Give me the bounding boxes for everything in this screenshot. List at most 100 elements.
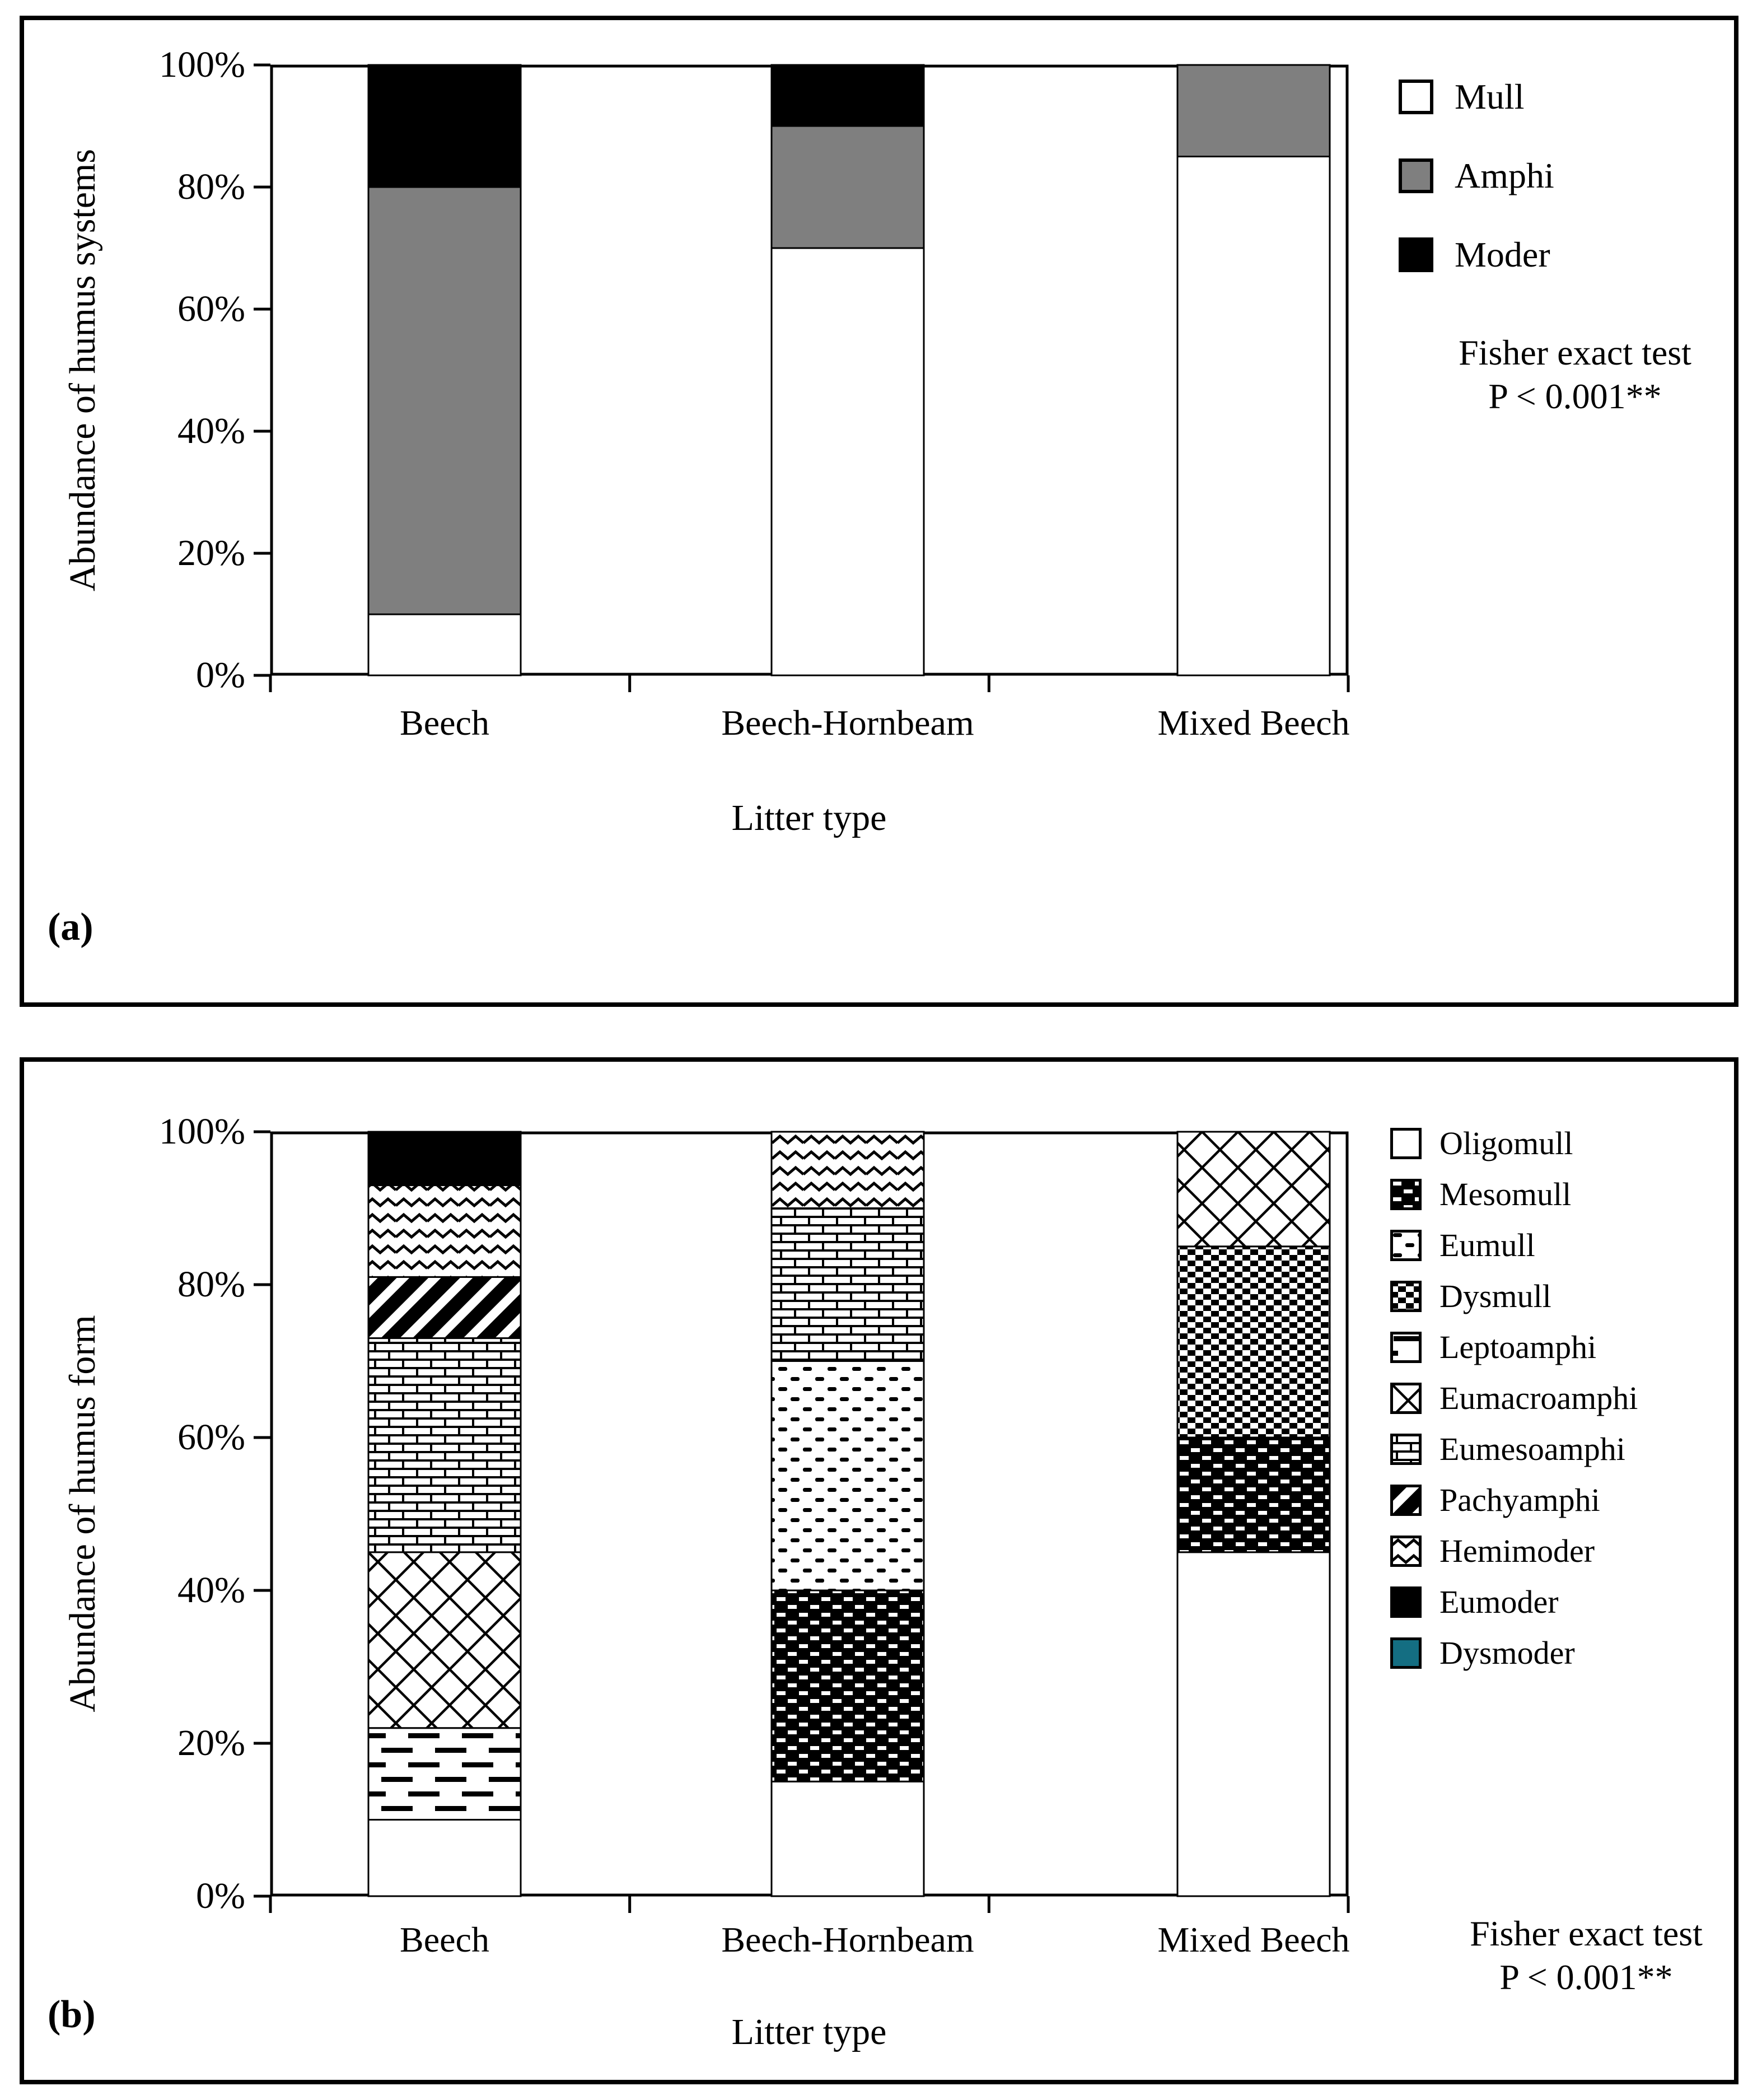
plot-area <box>254 1130 1350 1913</box>
bar-segment-beech-hornbeam-eumesoamphi <box>770 1207 925 1362</box>
legend-item-leptoamphi: Leptoamphi <box>1390 1328 1596 1366</box>
bar-segment-beech-oligomull <box>367 1819 522 1897</box>
bar-segment-beech-eumacroamphi <box>367 1551 522 1729</box>
panel-letter: (a) <box>48 906 94 949</box>
chart-svg <box>254 63 1350 692</box>
y-tick-label: 40% <box>177 410 245 451</box>
legend-label: Eumoder <box>1439 1584 1559 1620</box>
x-category-label: Mixed Beech <box>1157 1920 1350 1959</box>
stats-note: Fisher exact test P < 0.001** <box>1459 331 1691 418</box>
legend-label: Dysmull <box>1439 1278 1551 1314</box>
x-category-label: Beech-Hornbeam <box>721 1920 974 1959</box>
y-tick-label: 80% <box>177 1264 245 1305</box>
legend-item-oligomull: Oligomull <box>1390 1124 1573 1162</box>
legend-swatch-eumacroamphi <box>1390 1382 1422 1414</box>
bar-segment-beech-leptoamphi <box>367 1727 522 1821</box>
legend-swatch-amphi <box>1399 158 1433 193</box>
legend-label: Moder <box>1455 235 1550 274</box>
legend-swatch-eumesoamphi <box>1390 1433 1422 1465</box>
legend-item-amphi: Amphi <box>1399 155 1554 197</box>
legend-item-eumoder: Eumoder <box>1390 1583 1559 1621</box>
y-tick-label: 100% <box>159 44 245 85</box>
bar-segment-beech-hornbeam-oligomull <box>770 1780 925 1897</box>
legend-item-eumesoamphi: Eumesoamphi <box>1390 1430 1625 1468</box>
legend-swatch-dysmoder <box>1390 1637 1422 1669</box>
stats-note-line1: Fisher exact test <box>1459 333 1691 372</box>
bar-segment-mixed-beech-oligomull <box>1176 1551 1331 1897</box>
legend-item-pachyamphi: Pachyamphi <box>1390 1481 1600 1519</box>
legend-item-mull: Mull <box>1399 76 1524 118</box>
bar-segment-beech-hornbeam-hemimoder <box>770 1131 925 1209</box>
legend-item-hemimoder: Hemimoder <box>1390 1532 1595 1570</box>
legend-swatch-mull <box>1399 80 1433 114</box>
legend-label: Pachyamphi <box>1439 1482 1600 1518</box>
legend-label: Hemimoder <box>1439 1533 1595 1569</box>
legend-swatch-eumoder <box>1390 1586 1422 1618</box>
legend-item-dysmull: Dysmull <box>1390 1277 1551 1315</box>
bar-segment-beech-hornbeam-amphi <box>770 125 925 249</box>
y-tick-label: 20% <box>177 1723 245 1763</box>
legend-item-dysmoder: Dysmoder <box>1390 1634 1575 1672</box>
y-tick-label: 80% <box>177 166 245 207</box>
legend-swatch-moder <box>1399 237 1433 272</box>
legend-label: Dysmoder <box>1439 1635 1575 1671</box>
bar-segment-beech-eumesoamphi <box>367 1337 522 1553</box>
legend-swatch-eumull <box>1390 1229 1422 1261</box>
legend-item-mesomull: Mesomull <box>1390 1175 1571 1213</box>
bar-segment-mixed-beech-amphi <box>1176 64 1331 157</box>
x-axis-title: Litter type <box>731 797 887 838</box>
bar-segment-beech-pachyamphi <box>367 1276 522 1340</box>
bar-segment-beech-hornbeam-eumull <box>770 1360 925 1592</box>
x-category-label: Mixed Beech <box>1157 703 1350 743</box>
bar-segment-beech-amphi <box>367 186 522 615</box>
bar-segment-mixed-beech-mesomull <box>1176 1436 1331 1553</box>
stats-note-line2: P < 0.001** <box>1499 1957 1673 1997</box>
legend-label: Eumesoamphi <box>1439 1431 1625 1467</box>
stats-note-line1: Fisher exact test <box>1470 1914 1703 1953</box>
x-axis-title: Litter type <box>731 2012 887 2052</box>
legend-label: Mull <box>1455 77 1525 116</box>
legend-label: Amphi <box>1455 156 1554 195</box>
y-axis-title: Abundance of humus form <box>62 1315 103 1712</box>
bar-segment-mixed-beech-dysmull <box>1176 1245 1331 1439</box>
y-tick-label: 0% <box>196 1875 245 1916</box>
y-axis-title: Abundance of humus systems <box>62 148 103 592</box>
bar-segment-beech-hornbeam-moder <box>770 64 925 127</box>
plot-area <box>254 63 1350 692</box>
bar-segment-mixed-beech-eumacroamphi <box>1176 1131 1331 1248</box>
legend-label: Oligomull <box>1439 1125 1573 1161</box>
legend-swatch-oligomull <box>1390 1127 1422 1159</box>
bar-segment-beech-moder <box>367 64 522 188</box>
legend-item-eumacroamphi: Eumacroamphi <box>1390 1379 1638 1417</box>
x-category-label: Beech <box>400 703 489 743</box>
x-category-label: Beech <box>400 1920 489 1959</box>
y-tick-label: 60% <box>177 1417 245 1458</box>
y-tick-label: 20% <box>177 533 245 573</box>
legend-label: Leptoamphi <box>1439 1329 1597 1365</box>
legend-label: Mesomull <box>1439 1176 1572 1212</box>
legend-label: Eumull <box>1439 1227 1535 1263</box>
y-tick-label: 40% <box>177 1570 245 1611</box>
panel-a: Abundance of humus systems 0% 20% 40% 60% 80… <box>20 16 1738 1007</box>
bar-segment-mixed-beech-mull <box>1176 156 1331 676</box>
stats-note: Fisher exact test P < 0.001** <box>1470 1912 1703 1999</box>
legend-swatch-pachyamphi <box>1390 1484 1422 1516</box>
panel-letter: (b) <box>48 1993 96 2036</box>
legend-item-moder: Moder <box>1399 234 1550 276</box>
panel-b: Abundance of humus form 0% 20% 40% 60% 80% 10… <box>20 1057 1738 2084</box>
y-tick-label: 100% <box>159 1111 245 1152</box>
legend-swatch-mesomull <box>1390 1178 1422 1210</box>
bar-segment-beech-hemimoder <box>367 1184 522 1278</box>
legend-label: Eumacroamphi <box>1439 1380 1638 1416</box>
y-tick-label: 60% <box>177 288 245 329</box>
stats-note-line2: P < 0.001** <box>1488 376 1662 416</box>
legend-item-eumull: Eumull <box>1390 1226 1535 1264</box>
bar-segment-beech-hornbeam-mull <box>770 247 925 676</box>
legend-swatch-hemimoder <box>1390 1535 1422 1567</box>
bar-segment-beech-mull <box>367 613 522 676</box>
legend-swatch-leptoamphi <box>1390 1331 1422 1363</box>
y-tick-label: 0% <box>196 655 245 696</box>
bar-segment-beech-eumoder <box>367 1131 522 1187</box>
x-category-label: Beech-Hornbeam <box>721 703 974 743</box>
legend-swatch-dysmull <box>1390 1280 1422 1312</box>
